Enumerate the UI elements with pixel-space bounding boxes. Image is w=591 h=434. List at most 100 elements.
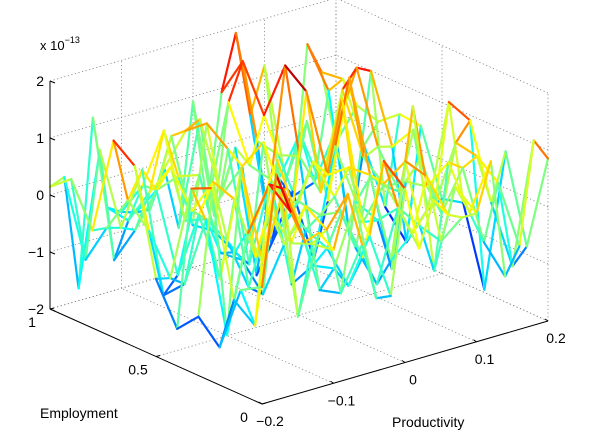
mesh-segment xyxy=(346,192,364,246)
mesh-segment xyxy=(241,141,265,168)
mesh-segment xyxy=(356,104,380,123)
x-tick-mark xyxy=(258,401,263,405)
mesh-segment xyxy=(176,315,200,330)
mesh-segment xyxy=(70,177,87,262)
mesh-segment xyxy=(262,64,287,117)
grid-line xyxy=(335,111,549,208)
mesh-segment xyxy=(354,202,371,238)
mesh-segment xyxy=(240,166,264,264)
mesh-segment xyxy=(234,146,251,167)
mesh-segment xyxy=(490,201,514,268)
z-exponent-label: x 10−13 xyxy=(40,35,80,53)
mesh-segment xyxy=(518,139,535,248)
mesh-segment xyxy=(290,242,314,245)
mesh-segment xyxy=(148,229,172,280)
grid-line xyxy=(49,0,331,82)
mesh-segment xyxy=(305,90,322,194)
mesh-segment xyxy=(489,160,507,278)
mesh-segment xyxy=(241,60,259,143)
mesh-segment xyxy=(248,114,266,167)
mesh-segment xyxy=(433,100,450,207)
mesh-segment xyxy=(190,180,215,213)
mesh-segment xyxy=(497,181,514,268)
mesh-segment xyxy=(303,231,321,244)
mesh-segment xyxy=(226,240,250,289)
x-tick-label: 0.2 xyxy=(546,330,566,346)
mesh-segment xyxy=(447,161,464,170)
mesh-segment xyxy=(468,211,485,244)
grid-line xyxy=(339,0,549,94)
mesh-segment xyxy=(312,160,336,198)
mesh-segment xyxy=(291,90,308,216)
mesh-segment xyxy=(282,187,300,318)
mesh-segment xyxy=(418,198,435,250)
mesh-segment xyxy=(440,166,464,215)
mesh-segment xyxy=(241,60,266,117)
mesh-segment xyxy=(454,185,478,215)
mesh-segment xyxy=(84,148,101,262)
mesh-segment xyxy=(305,90,329,177)
mesh-segment xyxy=(368,235,392,298)
mesh-segment xyxy=(391,145,408,244)
mesh-segment xyxy=(369,70,394,148)
mesh-segment xyxy=(384,113,401,209)
mesh-segment xyxy=(276,200,301,232)
mesh-segment xyxy=(332,202,357,270)
mesh-segment xyxy=(197,186,214,318)
mesh-segment xyxy=(212,180,236,201)
mesh-segment xyxy=(170,129,187,138)
mesh-segment xyxy=(447,100,472,122)
mesh-segment xyxy=(292,43,309,198)
mesh-segment xyxy=(418,224,436,272)
mesh-segment xyxy=(382,159,400,209)
mesh-segment xyxy=(454,141,479,158)
z-exponent-power: −13 xyxy=(65,35,80,45)
mesh-segment xyxy=(418,224,443,243)
y-tick-label: 0 xyxy=(240,409,248,425)
mesh-segment xyxy=(119,226,137,231)
mesh-segment xyxy=(376,219,393,271)
mesh-segment xyxy=(232,298,257,327)
mesh-segment xyxy=(382,159,407,190)
mesh-segment xyxy=(446,213,464,219)
mesh-segment xyxy=(361,243,378,300)
mesh-segment xyxy=(211,186,235,302)
z-tick-label: 0 xyxy=(36,187,44,203)
mesh-segment xyxy=(220,31,237,94)
mesh-segment xyxy=(141,168,158,192)
mesh-segment xyxy=(134,189,158,231)
mesh-segment xyxy=(332,192,349,252)
mesh-segment xyxy=(375,259,393,286)
mesh-segment xyxy=(190,187,207,222)
x-tick-mark xyxy=(330,380,334,384)
mesh-segment xyxy=(326,97,343,177)
y-axis-label: Employment xyxy=(40,405,118,421)
mesh-segment xyxy=(297,200,322,217)
mesh-segment xyxy=(126,168,144,202)
mesh-segment xyxy=(261,243,286,296)
z-tick-label: 1 xyxy=(36,130,44,146)
mesh-segment xyxy=(148,129,165,194)
mesh-segment xyxy=(84,226,108,262)
mesh-segment xyxy=(468,160,492,214)
mesh-segment xyxy=(411,175,428,235)
mesh-segment xyxy=(91,139,115,232)
mesh-segment xyxy=(318,289,342,295)
mesh-segment xyxy=(133,164,158,281)
mesh-segment xyxy=(219,166,243,281)
mesh-segment xyxy=(296,231,321,318)
mesh-segment xyxy=(504,150,528,248)
mesh-segment xyxy=(105,199,130,230)
mesh-segment xyxy=(269,64,287,181)
mesh-segment xyxy=(289,210,306,244)
mesh-segment xyxy=(247,231,264,264)
mesh-segment xyxy=(511,245,528,268)
mesh-segment xyxy=(284,64,308,93)
mesh-segment xyxy=(276,158,300,224)
y-tick-mark xyxy=(155,355,161,357)
mesh-segment xyxy=(218,288,242,349)
y-tick-mark xyxy=(261,402,267,405)
grid-line xyxy=(192,267,406,363)
mesh-segment xyxy=(389,187,407,298)
